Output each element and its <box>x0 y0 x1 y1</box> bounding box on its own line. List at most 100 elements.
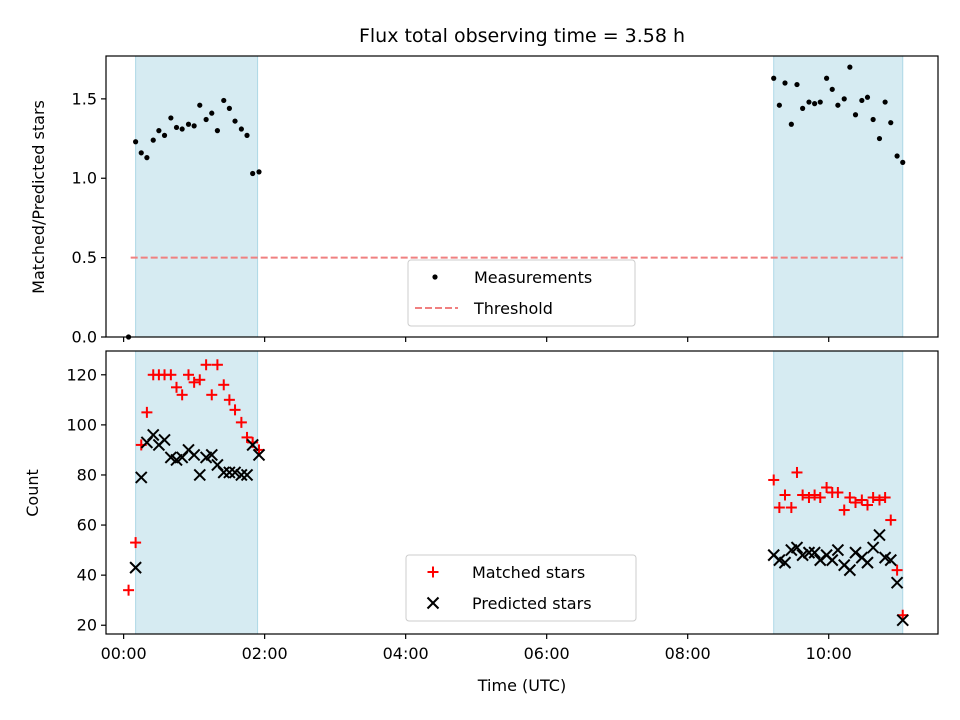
matched-star-point <box>130 537 142 549</box>
observing-interval-band <box>135 350 259 635</box>
measurement-point <box>835 102 841 108</box>
predicted-star-point <box>796 548 809 562</box>
measurement-point <box>794 81 800 88</box>
measurement-point <box>900 159 906 165</box>
matched-star-point <box>821 481 833 493</box>
measurement-point <box>238 126 244 132</box>
predicted-star-point <box>896 614 909 627</box>
x-b <box>246 438 259 452</box>
measurement-point <box>882 99 888 105</box>
predicted-star-point <box>890 576 904 589</box>
matched-star-point <box>838 504 850 516</box>
x-b <box>223 466 236 479</box>
measurement-point <box>806 99 812 105</box>
measurement-point <box>876 135 883 142</box>
predicted-star-point <box>873 528 886 542</box>
x-b <box>252 448 266 462</box>
x-axis-label: Time (UTC) <box>477 676 566 695</box>
measurement-point <box>250 170 256 177</box>
predicted-star-point <box>187 448 201 462</box>
x-b <box>193 468 206 482</box>
measurement-point <box>244 132 250 138</box>
legend-marker-dot <box>432 274 438 280</box>
matched-star-point <box>879 492 891 504</box>
measurement-point <box>776 102 782 108</box>
x-b <box>147 428 160 442</box>
measurement-point <box>859 97 865 104</box>
matched-star-point <box>844 492 856 504</box>
legend-label: Matched stars <box>472 563 585 582</box>
measurement-point <box>138 150 144 156</box>
x-b <box>873 528 886 542</box>
legend: Measurements Threshold <box>407 259 636 327</box>
predicted-star-point <box>193 468 206 482</box>
predicted-star-point <box>808 546 821 559</box>
x-b <box>205 448 218 462</box>
matched-star-point <box>861 499 873 511</box>
legend-label: Predicted stars <box>472 594 592 613</box>
x-b <box>158 433 171 447</box>
x-b <box>796 548 809 562</box>
x-b <box>802 546 816 559</box>
measurement-point <box>823 75 830 81</box>
x-tick-label: 08:00 <box>665 644 711 663</box>
measurement-point <box>221 97 227 104</box>
measurement-point <box>185 121 192 127</box>
matched-star-point <box>194 374 206 386</box>
predicted-star-point <box>235 468 248 482</box>
legend: Matched stars Predicted stars <box>405 554 637 622</box>
x-b <box>866 541 880 554</box>
x-b <box>843 563 857 577</box>
x-tick-label: 02:00 <box>242 644 288 663</box>
predicted-star-point <box>252 448 266 462</box>
measurement-point <box>788 121 794 127</box>
axes-frame <box>105 350 939 635</box>
axes-frame <box>105 55 939 338</box>
predicted-star-point <box>866 541 880 554</box>
measurement-point <box>232 118 238 124</box>
measurement-point <box>841 96 847 102</box>
legend-marker-x-b <box>426 596 440 610</box>
measurement-point <box>168 115 174 121</box>
matched-star-point <box>768 474 780 486</box>
x-b <box>778 556 792 569</box>
measurement-point <box>800 105 806 111</box>
bottom-y-axis-label: Count <box>23 469 42 517</box>
y-tick-label: 80 <box>77 465 97 484</box>
predicted-star-point <box>826 553 839 567</box>
matched-star-point <box>182 369 194 381</box>
predicted-star-point <box>884 553 897 567</box>
legend-label: Measurements <box>474 268 592 287</box>
matched-star-point <box>241 431 253 443</box>
legend-box <box>407 259 636 327</box>
predicted-star-point <box>778 556 792 569</box>
measurement-point <box>156 128 162 134</box>
x-tick-label: 04:00 <box>383 644 429 663</box>
x-b <box>217 466 230 479</box>
x-b <box>129 561 142 574</box>
matched-star-point <box>867 492 879 504</box>
measurement-point <box>133 139 139 145</box>
y-tick-label: 0.0 <box>72 328 97 347</box>
top-y-axis-label: Matched/Predicted stars <box>29 100 48 294</box>
matched-star-point <box>856 494 868 506</box>
x-b <box>831 543 845 557</box>
matched-star-point <box>188 376 200 388</box>
matched-star-point <box>235 416 247 428</box>
matched-star-point <box>885 514 897 526</box>
x-b <box>228 466 242 479</box>
measurement-point <box>197 102 203 108</box>
y-tick-label: 1.0 <box>72 169 97 188</box>
matched-star-point <box>123 584 135 596</box>
matched-star-point <box>223 394 235 406</box>
measurement-point <box>150 137 156 143</box>
matched-star-point <box>791 466 803 478</box>
matched-star-point <box>873 494 885 506</box>
x-b <box>164 451 178 464</box>
predicted-star-point <box>861 556 874 569</box>
x-b <box>878 551 892 564</box>
predicted-star-point <box>240 468 254 482</box>
bottom-panel-counts: 20 40 60 80 100 120 00:00 02:00 04:00 06:00 08:00 1… <box>66 350 939 663</box>
y-tick-label: 120 <box>66 365 97 384</box>
